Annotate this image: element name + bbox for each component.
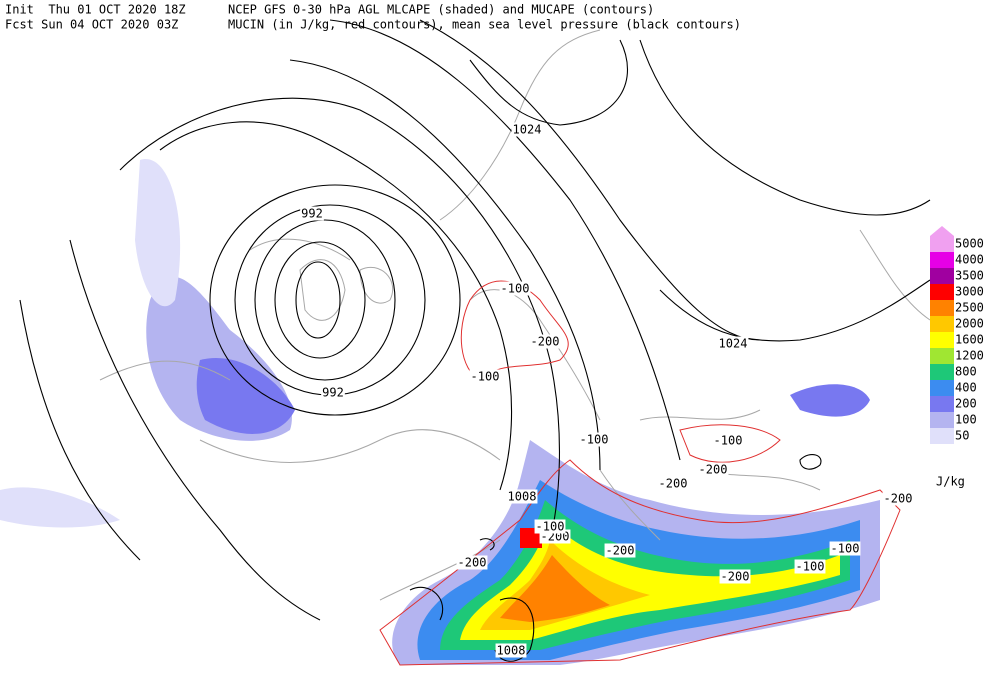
pressure-label: 1024 [513,123,542,137]
legend-label: 400 [955,381,977,395]
cin-label-bg [469,369,501,384]
pressure-label-bg [300,206,324,221]
pressure-label: 992 [301,207,323,221]
legend-swatch [930,364,954,380]
legend-swatch [930,348,954,364]
cin-label-bg [604,543,636,558]
legend-label: 1200 [955,349,984,363]
title-line-2: MUCIN (in J/kg, red contours), mean sea … [228,18,741,32]
legend-label: 800 [955,365,977,379]
contour-labels: 992 992 1024 1024 1008 1008 -100 -200 -100 -100 -1… [300,122,914,658]
legend: 5000 4000 3500 3000 2500 2000 1600 1200 800 400 20… [930,226,984,444]
cin-label: -100 [831,542,860,556]
legend-swatch [930,380,954,396]
cin-label: -100 [501,282,530,296]
legend-label: 3500 [955,269,984,283]
pressure-label: 992 [322,386,344,400]
legend-swatch [930,236,954,252]
cin-label: -200 [531,335,560,349]
cin-label-bg [719,569,751,584]
legend-label: 200 [955,397,977,411]
legend-label: 50 [955,429,969,443]
cin-label-bg [534,519,566,534]
legend-label: 1600 [955,333,984,347]
legend-label: 3000 [955,285,984,299]
cin-label: -200 [721,570,750,584]
coastlines [99,29,931,601]
cin-label-bg [657,476,689,491]
legend-swatch [930,412,954,428]
cin-label-bg [529,334,561,349]
legend-swatch [930,396,954,412]
pressure-label: 1024 [719,337,748,351]
cin-label-bg [712,433,744,448]
cin-label-bg [882,491,914,506]
legend-unit: J/kg [936,475,965,489]
fcst-text: Fcst Sun 04 OCT 2020 03Z [5,18,178,32]
cin-label-bg [829,541,861,556]
cin-label: -200 [659,477,688,491]
title-line-1: NCEP GFS 0-30 hPa AGL MLCAPE (shaded) an… [228,3,654,17]
legend-swatch [930,252,954,268]
pressure-label-bg [321,385,345,400]
legend-swatch [930,300,954,316]
legend-swatch [930,332,954,348]
legend-label: 100 [955,413,977,427]
isobars [19,19,931,662]
init-text: Init Thu 01 OCT 2020 18Z [5,3,186,17]
cin-label: -100 [471,370,500,384]
cin-label: -100 [536,520,565,534]
cin-label: -100 [796,560,825,574]
cape-shading [0,159,880,665]
cin-label-bg [578,432,610,447]
pressure-label: 1008 [508,490,537,504]
cin-label: -100 [580,433,609,447]
pressure-label-bg [506,489,538,504]
cin-label-bg [499,281,531,296]
pressure-label: 1008 [497,644,526,658]
legend-swatch [930,316,954,332]
legend-label: 2500 [955,301,984,315]
cin-label-bg [456,555,488,570]
pressure-label-bg [717,336,749,351]
legend-label: 5000 [955,237,984,251]
legend-swatch [930,268,954,284]
cin-label-bg [794,559,826,574]
cin-label: -200 [458,556,487,570]
cin-label: -100 [714,434,743,448]
cin-label: -200 [699,463,728,477]
legend-label: 4000 [955,253,984,267]
legend-swatch [930,284,954,300]
legend-label: 2000 [955,317,984,331]
pressure-label-bg [495,643,527,658]
legend-swatch [930,428,954,444]
pressure-label-bg [511,122,543,137]
cin-label: -200 [884,492,913,506]
cin-label: -200 [606,544,635,558]
cin-label-bg [697,462,729,477]
legend-arrow [930,226,954,236]
